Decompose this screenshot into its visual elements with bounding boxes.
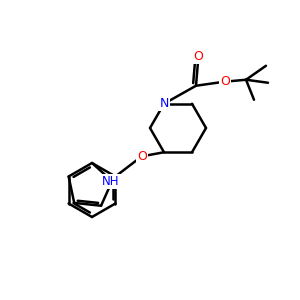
Text: NH: NH — [102, 175, 120, 188]
Text: O: O — [137, 150, 147, 163]
Text: O: O — [193, 50, 203, 63]
Text: N: N — [159, 97, 169, 110]
Text: O: O — [220, 75, 230, 88]
